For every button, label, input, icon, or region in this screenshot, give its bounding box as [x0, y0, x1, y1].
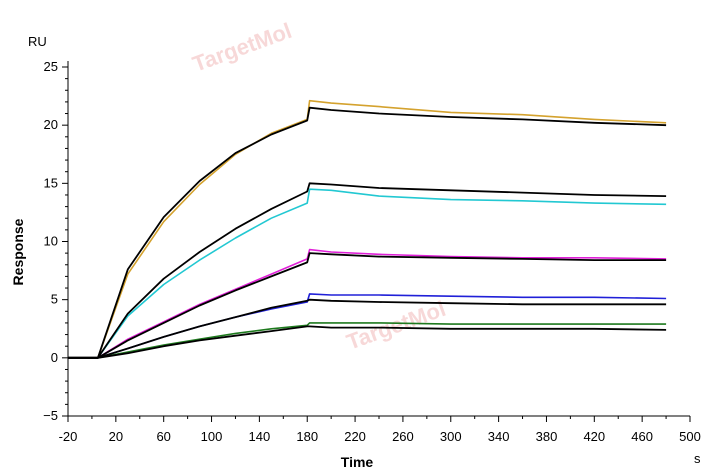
- fit-curve: [68, 252, 667, 359]
- x-tick-label: 380: [536, 429, 558, 444]
- y-tick-label: 25: [44, 59, 58, 74]
- watermark-layer: TargetMol TargetMol: [189, 18, 449, 355]
- x-tick-label: 420: [583, 429, 605, 444]
- x-tick-label: 60: [156, 429, 170, 444]
- x-unit-label: s: [694, 451, 701, 466]
- x-tick-label: 100: [201, 429, 223, 444]
- measured-curve: [68, 322, 667, 359]
- y-tick-label: 20: [44, 117, 58, 132]
- y-tick-label: 10: [44, 234, 58, 249]
- axes: −5 0 5 10 15 20 25 -20 20 60 100 140 180 220 260 300 340…: [43, 59, 701, 444]
- y-unit-label: RU: [28, 34, 47, 49]
- x-tick-label: 340: [488, 429, 510, 444]
- x-tick-label: 220: [344, 429, 366, 444]
- x-tick-label: 460: [631, 429, 653, 444]
- x-tick-label: 260: [392, 429, 414, 444]
- x-tick-label: 180: [296, 429, 318, 444]
- y-axis-title: Response: [10, 218, 26, 285]
- fit-curve: [68, 182, 667, 359]
- x-tick-label: 140: [249, 429, 271, 444]
- series-layer: [68, 99, 667, 359]
- y-tick-label: −5: [43, 408, 58, 423]
- x-tick-label: 500: [679, 429, 701, 444]
- x-axis-title: Time: [341, 454, 374, 470]
- y-tick-label: 0: [51, 350, 58, 365]
- x-tick-label: 300: [440, 429, 462, 444]
- fit-curve: [68, 106, 667, 359]
- watermark-text: TargetMol: [343, 296, 449, 355]
- x-tick-label: 20: [109, 429, 123, 444]
- measured-curve: [68, 188, 667, 359]
- fit-curve: [68, 298, 667, 359]
- watermark-text: TargetMol: [189, 18, 295, 77]
- fit-curve: [68, 325, 667, 359]
- y-tick-label: 5: [51, 292, 58, 307]
- x-tick-label: -20: [59, 429, 78, 444]
- measured-curve: [68, 99, 667, 359]
- y-tick-label: 15: [44, 175, 58, 190]
